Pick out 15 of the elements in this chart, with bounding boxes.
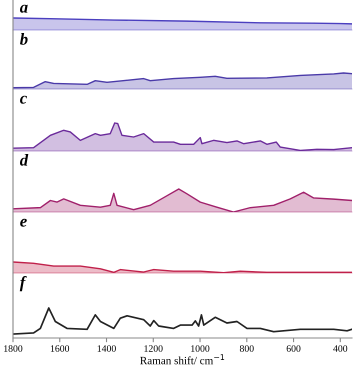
chart-title: f xyxy=(20,276,27,292)
x-axis-title: Raman shift/ cm$^{−1}$ xyxy=(140,354,224,364)
x-tick-label: 1800 xyxy=(4,345,22,352)
chart-title: c xyxy=(20,96,27,104)
x-tick-label: 1400 xyxy=(98,345,116,352)
chart-title: a xyxy=(20,4,28,13)
chart-title: d xyxy=(20,154,28,166)
x-tick-label: 800 xyxy=(240,345,254,352)
x-tick-label: 1600 xyxy=(50,345,70,352)
x-tick-label: 600 xyxy=(286,345,300,352)
x-tick-label: 400 xyxy=(333,345,348,352)
x-tick-label: 1200 xyxy=(144,345,163,352)
chart-title: e xyxy=(20,218,27,227)
x-tick-label: 1000 xyxy=(191,345,210,352)
chart-title: b xyxy=(20,33,28,45)
